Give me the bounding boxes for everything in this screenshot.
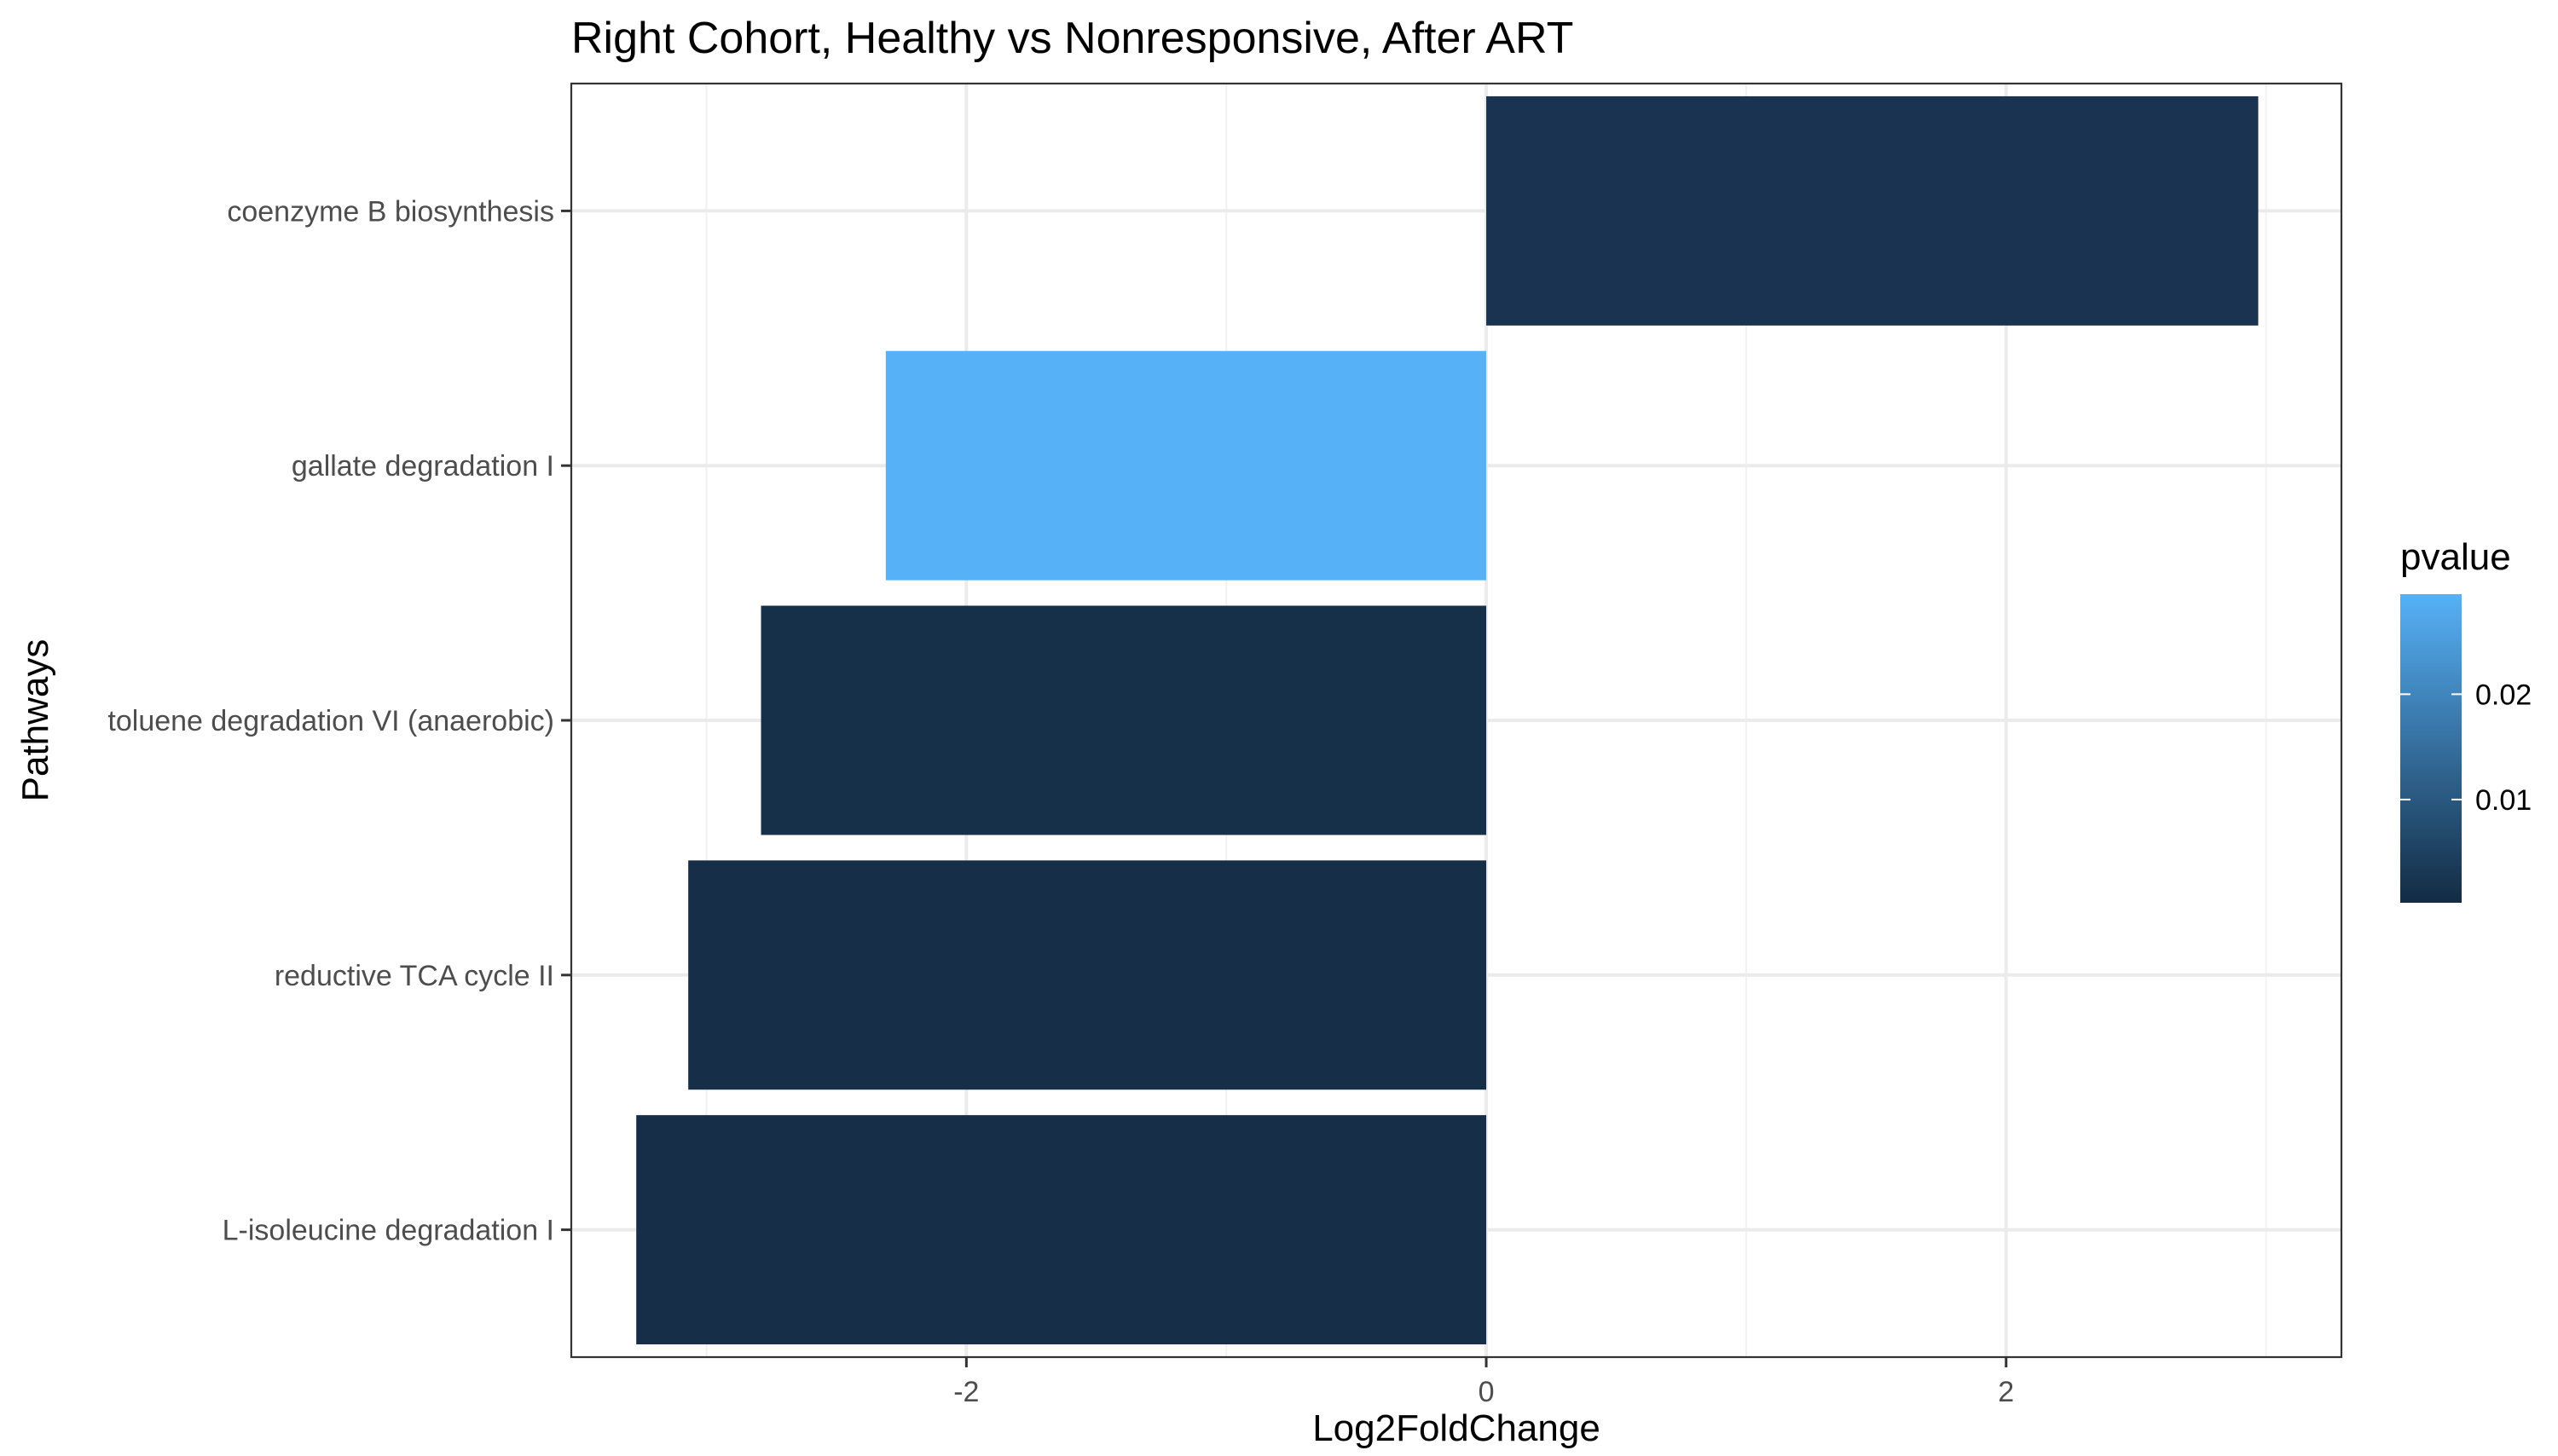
legend-tick-label: 0.02 [2475,679,2532,711]
y-tick-label: gallate degradation I [292,450,554,482]
legend-tick-label: 0.01 [2475,784,2532,817]
x-tick-label: 2 [1998,1376,2014,1408]
bar [885,350,1487,581]
y-axis-title: Pathways [14,639,56,802]
y-tick-label: reductive TCA cycle II [275,960,554,992]
y-tick-label: L-isoleucine degradation I [223,1215,554,1247]
x-tick-label: -2 [953,1376,979,1408]
legend-ticks: 0.01 0.02 [2400,679,2532,817]
bar [636,1115,1487,1345]
bar [761,605,1487,835]
legend: pvalue 0.01 0.02 [2400,536,2532,903]
bar [688,860,1487,1090]
bar [1486,95,2259,326]
legend-colorbar [2400,594,2462,903]
legend-title: pvalue [2400,536,2511,578]
x-tick-labels: -2 0 2 [953,1357,2014,1408]
y-tick-label: toluene degradation VI (anaerobic) [107,705,554,737]
y-tick-label: coenzyme B biosynthesis [227,195,554,228]
bars [636,95,2259,1345]
x-axis-title: Log2FoldChange [1312,1407,1600,1449]
chart-title: Right Cohort, Healthy vs Nonresponsive, … [571,14,1573,63]
x-tick-label: 0 [1479,1376,1495,1408]
y-tick-labels: coenzyme B biosynthesis gallate degradati… [107,195,571,1247]
